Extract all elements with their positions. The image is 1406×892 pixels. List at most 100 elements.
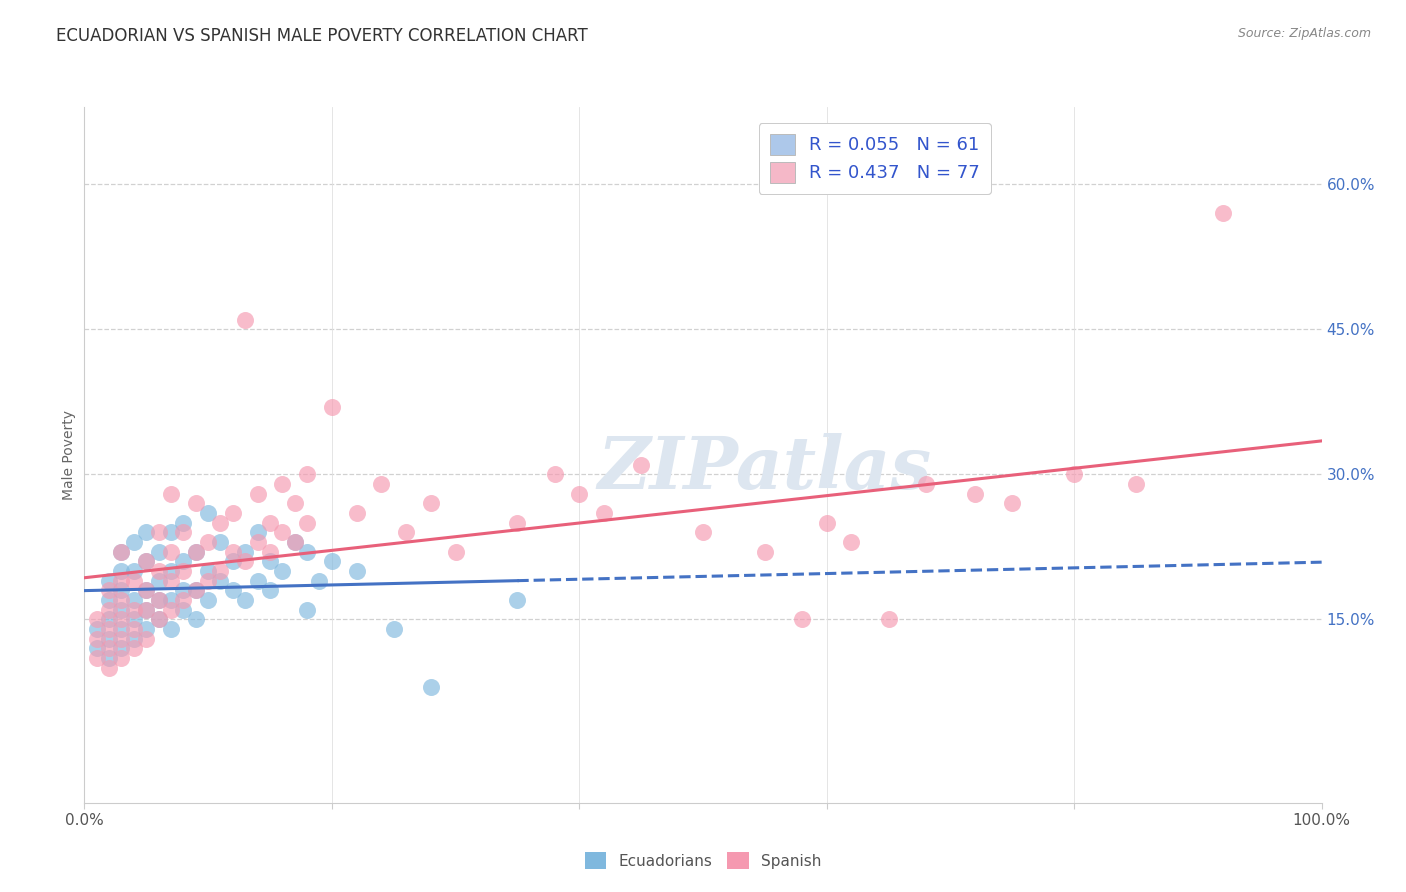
Point [222,544,245,558]
Point [122,564,145,578]
Point [321,400,343,414]
Point [246,535,269,549]
Point [246,574,269,588]
Point [135,632,157,646]
Point [148,544,170,558]
Point [135,602,157,616]
Point [222,506,245,520]
Point [222,554,245,568]
Point [233,554,256,568]
Point [160,592,183,607]
Point [98,592,121,607]
Point [135,622,157,636]
Point [110,602,132,616]
Point [122,592,145,607]
Point [110,641,132,656]
Point [122,602,145,616]
Point [160,525,183,540]
Point [419,680,441,694]
Point [197,574,219,588]
Point [295,602,318,616]
Point [110,574,132,588]
Point [135,554,157,568]
Point [98,651,121,665]
Point [308,574,330,588]
Point [135,583,157,598]
Point [815,516,838,530]
Point [172,564,194,578]
Point [197,564,219,578]
Point [184,544,207,558]
Point [233,312,256,326]
Point [148,525,170,540]
Point [184,496,207,510]
Point [184,544,207,558]
Point [172,583,194,598]
Point [160,544,183,558]
Point [197,506,219,520]
Point [160,564,183,578]
Point [295,467,318,482]
Point [506,516,529,530]
Point [122,622,145,636]
Point [98,622,121,636]
Point [295,516,318,530]
Point [160,602,183,616]
Point [444,544,467,558]
Point [135,525,157,540]
Point [110,632,132,646]
Point [110,592,132,607]
Point [86,622,108,636]
Point [98,660,121,674]
Point [593,506,616,520]
Point [98,632,121,646]
Point [271,525,294,540]
Point [122,574,145,588]
Point [135,583,157,598]
Point [209,574,232,588]
Point [346,564,368,578]
Point [246,486,269,500]
Point [148,592,170,607]
Point [86,641,108,656]
Point [110,544,132,558]
Point [122,535,145,549]
Point [110,544,132,558]
Point [568,486,591,500]
Point [321,554,343,568]
Legend: R = 0.055   N = 61, R = 0.437   N = 77: R = 0.055 N = 61, R = 0.437 N = 77 [759,123,991,194]
Point [209,516,232,530]
Point [841,535,863,549]
Point [1125,477,1147,491]
Point [172,516,194,530]
Point [98,574,121,588]
Text: ECUADORIAN VS SPANISH MALE POVERTY CORRELATION CHART: ECUADORIAN VS SPANISH MALE POVERTY CORRE… [56,27,588,45]
Point [914,477,936,491]
Point [110,651,132,665]
Point [382,622,405,636]
Point [754,544,776,558]
Point [259,516,281,530]
Point [284,496,307,510]
Legend: Ecuadorians, Spanish: Ecuadorians, Spanish [578,846,828,875]
Point [506,592,529,607]
Point [86,632,108,646]
Point [98,583,121,598]
Point [172,602,194,616]
Point [692,525,714,540]
Point [284,535,307,549]
Point [259,554,281,568]
Point [197,592,219,607]
Point [965,486,987,500]
Point [246,525,269,540]
Point [259,583,281,598]
Point [790,612,813,626]
Point [395,525,418,540]
Point [135,602,157,616]
Point [110,564,132,578]
Point [271,477,294,491]
Point [222,583,245,598]
Point [1001,496,1024,510]
Point [86,612,108,626]
Point [172,525,194,540]
